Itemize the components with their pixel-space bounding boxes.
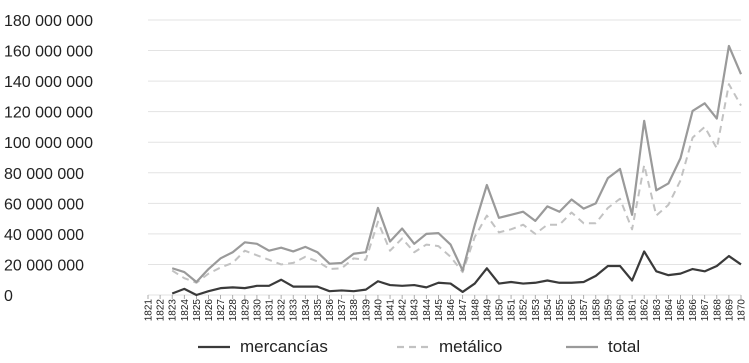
x-tick-label: 1839 [361,299,372,322]
legend-label: total [608,337,640,356]
x-tick-label: 1823 [168,299,179,322]
y-tick-label: 80 000 000 [4,166,84,183]
x-tick-label: 1837 [337,299,348,322]
series-line-2 [171,44,743,284]
x-tick-label: 1827 [216,299,227,322]
x-tick-label: 1869 [724,299,735,322]
x-tick-label: 1851 [507,299,518,322]
y-tick-label: 20 000 000 [4,257,84,274]
x-tick-label: 1864 [664,299,675,322]
x-tick-label: 1868 [712,299,723,322]
x-tick-label: 1836 [325,299,336,322]
x-tick-label: 1838 [349,299,360,322]
x-tick-label: 1841 [386,299,397,322]
x-tick-label: 1830 [252,299,263,322]
x-tick-label: 1852 [519,299,530,322]
y-tick-label: 180 000 000 [4,13,93,30]
x-tick-label: 1866 [688,299,699,322]
x-axis: 1821 1822 1823 1824 1825 1826 1827 1828 1829 1830… [144,295,748,321]
series-lines [171,44,743,297]
x-tick-label: 1825 [192,299,203,322]
legend: mercancías metálico total [198,337,640,356]
y-tick-label: 120 000 000 [4,105,93,122]
x-tick-label: 1843 [410,299,421,322]
x-tick-label: 1850 [494,299,505,322]
x-tick-label: 1828 [228,299,239,322]
x-tick-label: 1848 [470,299,481,322]
x-tick-label: 1860 [615,299,626,322]
x-tick-label: 1846 [446,299,457,322]
x-tick-label: 1856 [567,299,578,322]
x-tick-label: 1840 [373,299,384,322]
x-tick-label: 1829 [240,299,251,322]
x-tick-label: 1822 [156,299,167,322]
x-tick-label: 1824 [180,299,191,322]
x-tick-label: 1861 [628,299,639,322]
x-tick-label: 1859 [603,299,614,322]
x-tick-label: 1835 [313,299,324,322]
x-tick-label: 1858 [591,299,602,322]
x-tick-label: 1832 [277,299,288,322]
x-tick-label: 1857 [579,299,590,322]
y-axis: 0 20 000 000 40 000 000 60 000 000 80 000 00… [4,13,93,305]
x-tick-label: 1853 [531,299,542,322]
y-tick-label: 60 000 000 [4,196,84,213]
y-tick-label: 160 000 000 [4,44,93,61]
y-tick-label: 100 000 000 [4,135,93,152]
x-tick-label: 1862 [640,299,651,322]
legend-label: mercancías [240,337,328,356]
x-tick-label: 1845 [434,299,445,322]
x-tick-label: 1833 [289,299,300,322]
x-tick-label: 1870 [737,299,748,322]
x-tick-label: 1844 [422,299,433,322]
y-tick-label: 140 000 000 [4,74,93,91]
x-tick-label: 1867 [700,299,711,322]
x-tick-label: 1826 [204,299,215,322]
x-tick-label: 1847 [458,299,469,322]
x-tick-label: 1821 [144,299,155,322]
x-tick-label: 1831 [265,299,276,322]
x-tick-label: 1842 [398,299,409,322]
x-tick-label: 1855 [555,299,566,322]
x-tick-label: 1834 [301,299,312,322]
y-tick-label: 0 [4,288,13,305]
x-tick-label: 1863 [652,299,663,322]
x-tick-label: 1865 [676,299,687,322]
gridlines [148,19,741,296]
series-line-0 [171,250,742,297]
legend-label: metálico [439,337,502,356]
x-tick-label: 1854 [543,299,554,322]
series-line-1 [171,83,742,284]
x-tick-label: 1849 [482,299,493,322]
y-tick-label: 40 000 000 [4,227,84,244]
